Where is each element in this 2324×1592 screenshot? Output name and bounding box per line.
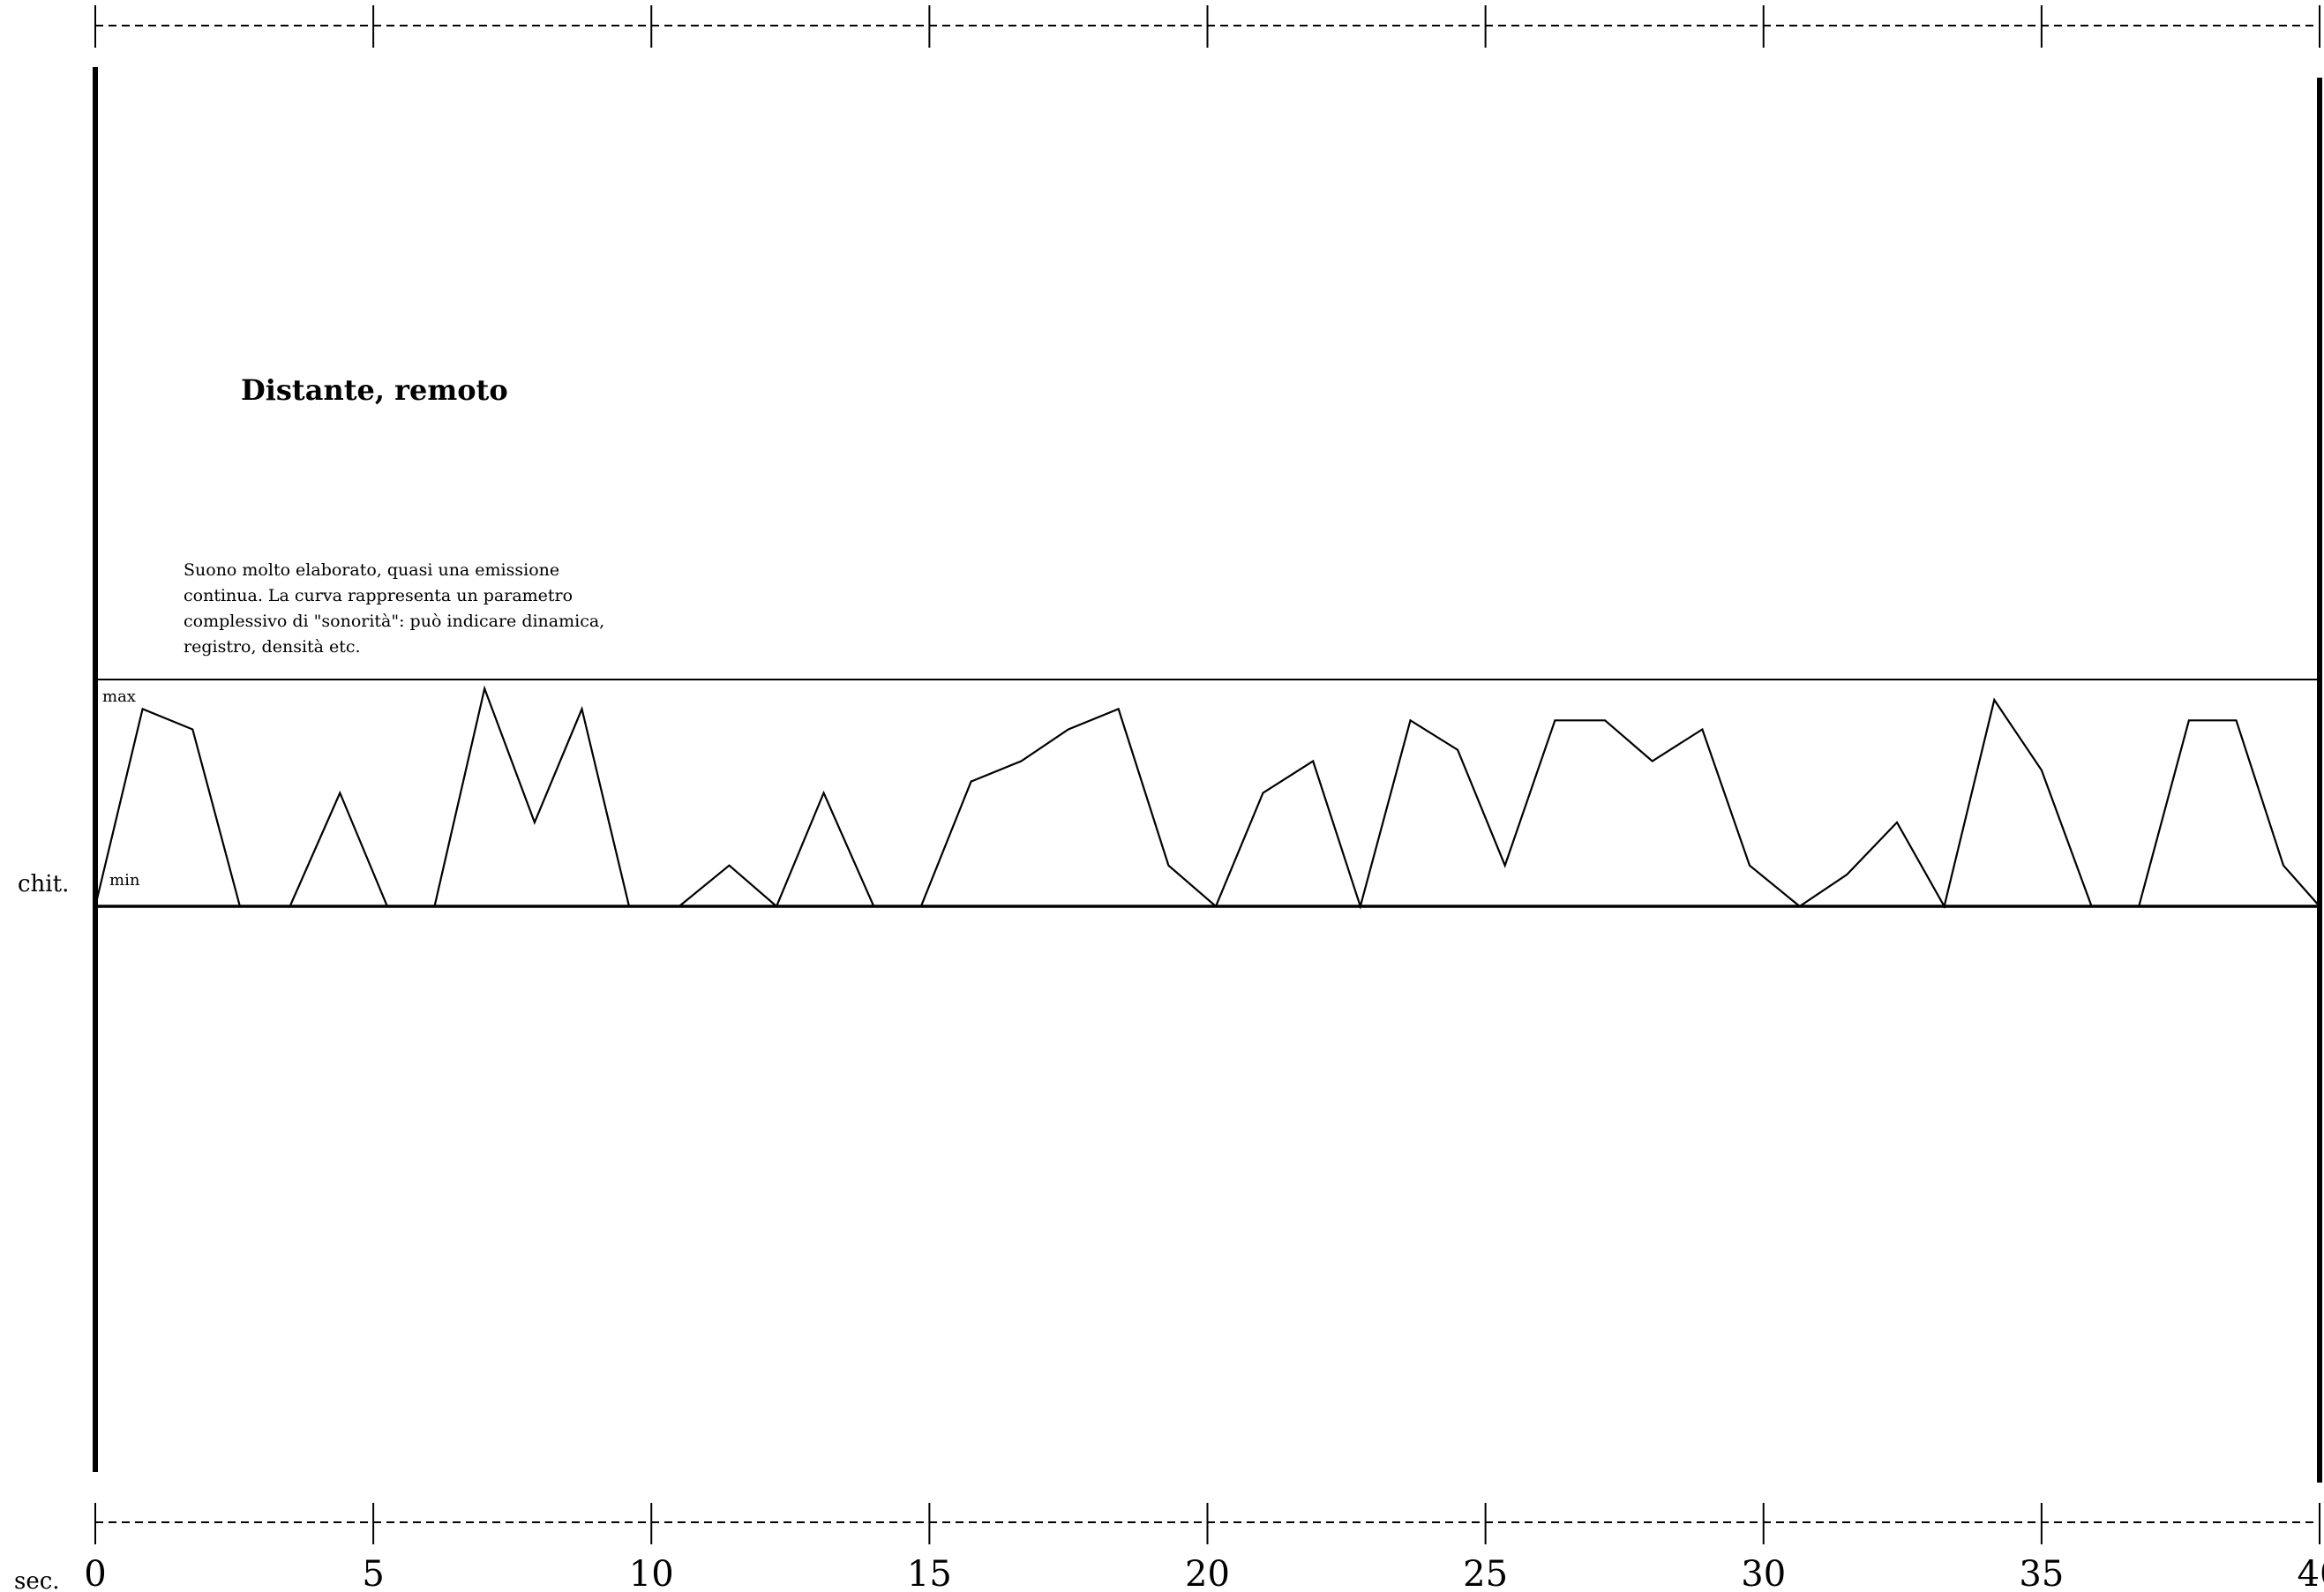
time-tick-label: 15 [907, 1554, 952, 1592]
sonority-curve [94, 685, 2320, 910]
min-label: min [109, 871, 140, 890]
time-tick-label: 10 [629, 1554, 674, 1592]
time-tick-label: 0 [84, 1554, 106, 1592]
description-line: registro, densità etc. [184, 637, 361, 657]
time-tick-label: 35 [2019, 1554, 2064, 1592]
max-label: max [102, 687, 136, 706]
description-line: Suono molto elaborato, quasi una emissio… [184, 560, 559, 580]
section-title: Distante, remoto [241, 373, 508, 407]
time-tick-label: 25 [1463, 1554, 1508, 1592]
description-line: complessivo di "sonorità": può indicare … [184, 612, 604, 631]
bottom-time-ruler [94, 1503, 2320, 1544]
time-tick-labels: 0 5 10 15 20 25 30 35 40 [84, 1554, 2324, 1592]
staff-label: chit. [18, 871, 69, 897]
time-tick-label: 5 [362, 1554, 384, 1592]
time-tick-label: 40 [2298, 1554, 2324, 1592]
top-time-ruler [94, 5, 2320, 48]
time-tick-label: 30 [1741, 1554, 1786, 1592]
description-line: continua. La curva rappresenta un parame… [184, 586, 573, 605]
description-block: Suono molto elaborato, quasi una emissio… [184, 560, 604, 657]
time-tick-label: 20 [1185, 1554, 1230, 1592]
time-unit-label: sec. [14, 1568, 60, 1592]
